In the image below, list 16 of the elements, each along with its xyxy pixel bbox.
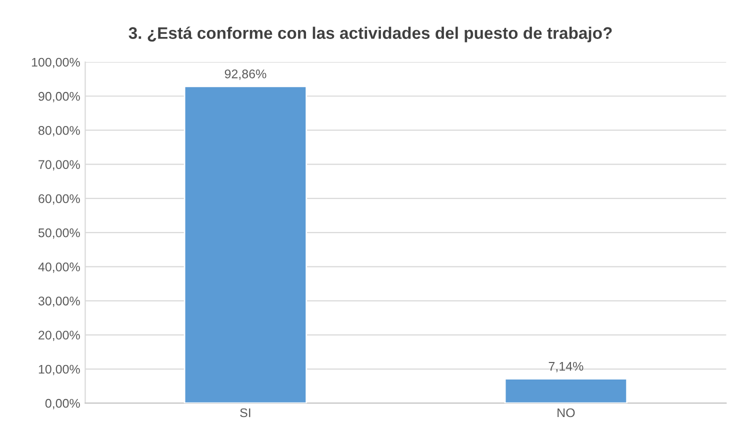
- y-tick-label: 30,00%: [38, 296, 80, 307]
- y-tick-label: 40,00%: [38, 262, 80, 273]
- y-tick-label: 70,00%: [38, 160, 80, 170]
- y-tick-label: 90,00%: [38, 92, 80, 102]
- x-tick-label: NO: [558, 408, 575, 418]
- x-tick-label: SI: [240, 408, 250, 418]
- y-tick-label: 80,00%: [38, 126, 80, 136]
- data-label: 7,14%: [548, 362, 584, 372]
- y-tick-label: 50,00%: [38, 228, 80, 239]
- y-tick-label: 0,00%: [45, 398, 80, 410]
- y-tick-label: 20,00%: [38, 330, 80, 342]
- y-tick-label: 60,00%: [38, 194, 80, 205]
- y-tick-label: 100,00%: [32, 58, 80, 68]
- y-tick-label: 10,00%: [38, 364, 80, 376]
- chart-title: 3. ¿Está conforme con las actividades del puesto de trabajo?: [128, 26, 612, 42]
- data-label: 92,86%: [224, 69, 266, 80]
